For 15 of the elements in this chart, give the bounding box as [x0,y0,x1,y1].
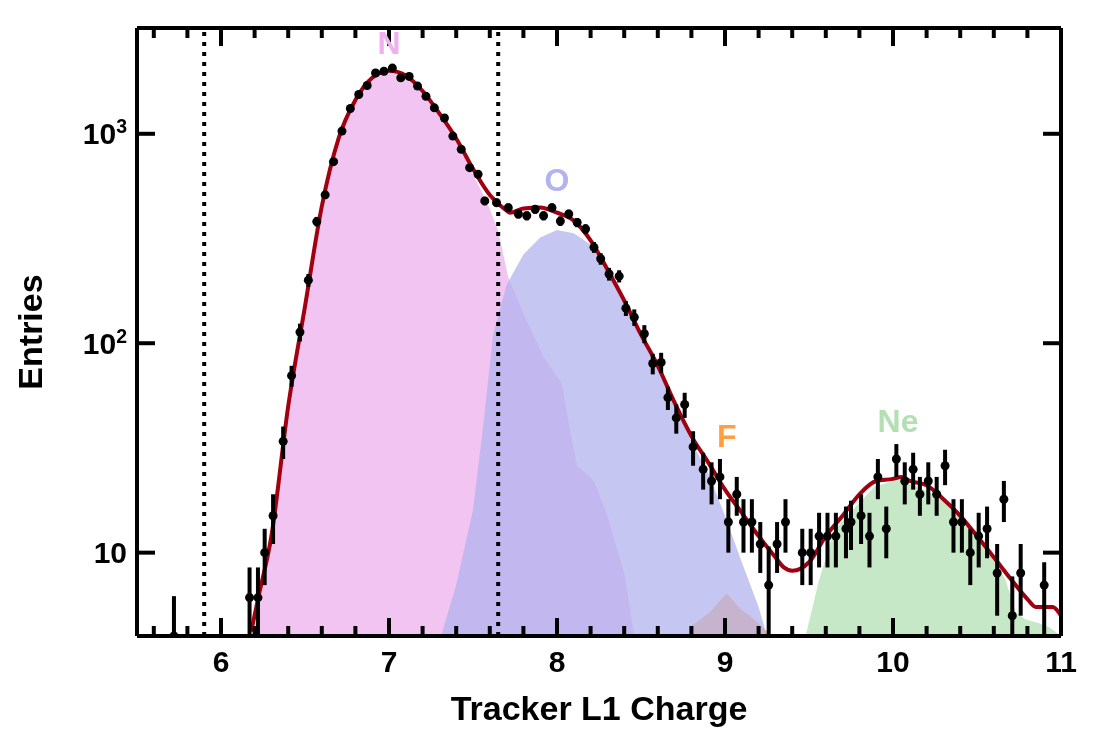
x-tick-label: 10 [876,645,910,678]
y-tick-label: 10$^{2}$ [82,324,128,360]
text: F [716,418,737,455]
x-tick-label: 7 [380,645,398,678]
x-tick-label: 11 [1045,645,1077,678]
series-label: O [544,162,570,199]
y-axis-title: Entries [11,274,49,390]
series-label: N [377,25,401,62]
x-tick-label: 9 [716,645,734,678]
x-axis-title: Tracker L1 Charge [450,689,748,727]
y-tick-label: 10$^{3}$ [82,115,128,151]
x-tick-label: 6 [212,645,230,678]
y-tick-label: 10 [93,536,127,570]
x-tick-label: 8 [548,645,566,678]
series-label: Ne [877,403,919,440]
